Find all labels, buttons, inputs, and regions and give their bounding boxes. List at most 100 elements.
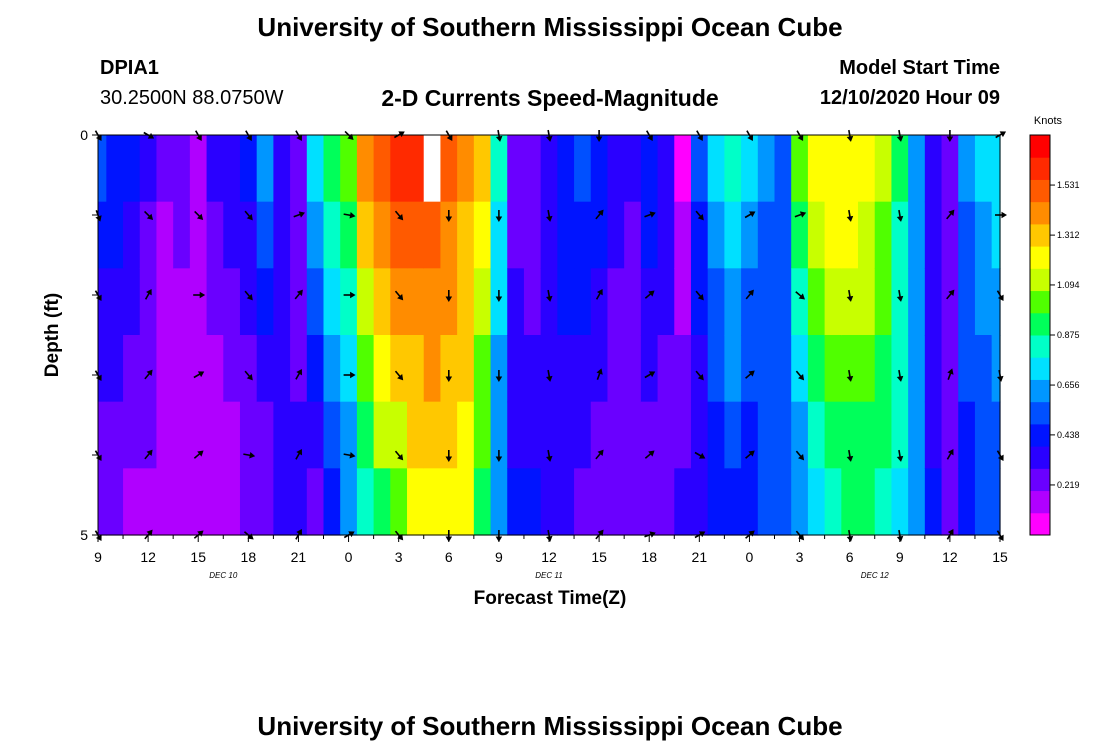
heatmap-cell <box>557 468 575 536</box>
colorbar-tick-label: 0.219 <box>1057 480 1080 490</box>
heatmap-cell <box>156 135 174 203</box>
heatmap-cell <box>590 401 609 469</box>
heatmap-cell <box>273 135 291 203</box>
heatmap-cell <box>924 268 943 336</box>
heatmap-cell <box>841 468 859 536</box>
date-label: DEC 11 <box>535 571 562 580</box>
heatmap-cell <box>590 135 609 203</box>
x-tick-label: 12 <box>541 549 557 565</box>
heatmap-cell <box>741 468 759 536</box>
heatmap-cell <box>891 201 909 269</box>
x-tick-label: 12 <box>140 549 156 565</box>
current-vector-arrow <box>495 290 503 302</box>
current-vector-arrow <box>445 370 453 382</box>
heatmap-cell <box>757 401 776 469</box>
heatmap-cell <box>407 335 425 403</box>
heatmap-cell <box>407 268 425 336</box>
current-vector-arrow <box>94 130 102 142</box>
heatmap-cell <box>690 468 709 536</box>
heatmap-cell <box>340 468 358 536</box>
current-vector-arrow <box>445 450 453 462</box>
heatmap-cell <box>423 401 442 469</box>
current-vector-arrow <box>495 370 503 382</box>
heatmap-cell <box>239 135 258 203</box>
heatmap-cell <box>189 201 208 269</box>
heatmap-cell <box>306 468 325 536</box>
current-vector-arrow <box>546 369 553 382</box>
heatmap-cell <box>958 468 976 536</box>
heatmap-cell <box>340 268 358 336</box>
colorbar-swatch <box>1030 179 1050 203</box>
current-vector-arrow <box>445 210 453 222</box>
heatmap-cell <box>774 135 792 203</box>
heatmap-cell <box>206 335 224 403</box>
heatmap-cell <box>306 135 325 203</box>
heatmap-cell <box>507 201 525 269</box>
heatmap-cell <box>974 335 993 403</box>
heatmap-cell <box>624 335 642 403</box>
current-vector-arrow <box>244 210 253 221</box>
current-vector-arrow <box>595 288 603 300</box>
heatmap-cell <box>557 335 575 403</box>
heatmap-cell <box>290 468 308 536</box>
heatmap-cell <box>858 401 876 469</box>
colorbar-swatch <box>1030 512 1050 536</box>
current-vector-arrow <box>696 130 703 142</box>
colorbar-swatch <box>1030 157 1050 180</box>
heatmap-cell <box>590 201 609 269</box>
heatmap-cell <box>924 335 943 403</box>
heatmap-cell <box>707 201 725 269</box>
heatmap-cell <box>306 401 325 469</box>
current-vector-arrow <box>595 529 604 540</box>
x-tick-label: 6 <box>846 549 854 565</box>
heatmap-cell <box>440 468 458 536</box>
heatmap-cell <box>807 401 826 469</box>
current-vector-arrow <box>394 370 404 381</box>
current-vector-arrow <box>946 448 954 460</box>
current-vector-arrow <box>445 130 453 142</box>
heatmap-cell <box>624 201 642 269</box>
heatmap-cell <box>423 268 442 336</box>
heatmap-cell <box>473 335 492 403</box>
heatmap-cell <box>540 135 558 203</box>
heatmap-cell <box>991 201 1001 269</box>
current-vector-arrow <box>295 528 303 540</box>
heatmap-cell <box>490 135 508 203</box>
heatmap-cell <box>991 401 1001 469</box>
current-vector-arrow <box>194 210 204 220</box>
heatmap-cell <box>390 135 408 203</box>
colorbar-tick-label: 0.656 <box>1057 380 1080 390</box>
heatmap-cell <box>473 201 492 269</box>
heatmap-cell <box>640 335 659 403</box>
current-vector-arrow <box>745 370 755 379</box>
heatmap-cell <box>340 135 358 203</box>
heatmap-cell <box>791 335 809 403</box>
heatmap-cell <box>356 401 375 469</box>
heatmap-cell <box>139 468 158 536</box>
current-vector-arrow <box>644 290 655 299</box>
current-vector-arrow <box>794 211 807 218</box>
heatmap-cell <box>557 401 575 469</box>
colorbar-swatch <box>1030 379 1050 403</box>
heatmap-cell <box>724 468 742 536</box>
current-vector-arrow <box>846 129 854 142</box>
model-start-label: Model Start Time <box>839 57 1000 79</box>
colorbar-tick-label: 1.094 <box>1057 280 1080 290</box>
heatmap-cell <box>440 401 458 469</box>
current-vector-arrow <box>394 290 404 301</box>
heatmap-cell <box>674 201 692 269</box>
colorbar-swatch <box>1030 201 1050 225</box>
current-vector-arrow <box>144 288 152 300</box>
heatmap-cell <box>891 135 909 203</box>
current-vector-arrow <box>846 209 854 222</box>
heatmap-cell <box>707 401 725 469</box>
heatmap-cell <box>223 201 241 269</box>
heatmap-cell <box>607 468 625 536</box>
current-vector-arrow <box>143 210 154 220</box>
current-vector-arrow <box>343 452 356 459</box>
current-vector-arrow <box>744 211 756 219</box>
heatmap-cell <box>440 335 458 403</box>
heatmap-cell <box>891 335 909 403</box>
current-vector-arrow <box>144 529 153 540</box>
